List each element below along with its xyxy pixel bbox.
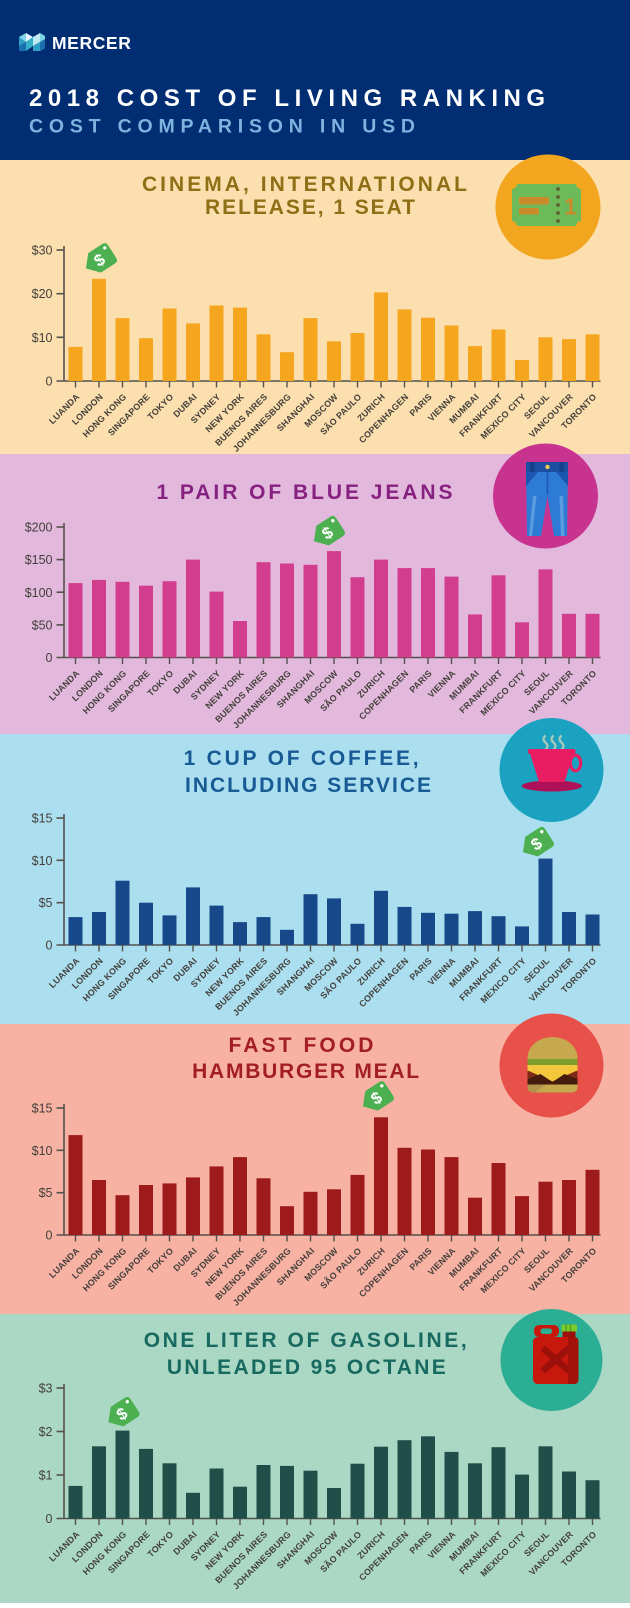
svg-text:0: 0	[46, 939, 53, 953]
svg-text:$5: $5	[39, 896, 53, 910]
svg-text:$10: $10	[32, 331, 53, 345]
svg-text:$1: $1	[39, 1469, 53, 1483]
svg-text:0: 0	[46, 1229, 53, 1243]
svg-text:1: 1	[564, 194, 577, 220]
svg-text:$3: $3	[39, 1382, 53, 1396]
svg-text:1 PAIR OF BLUE JEANS: 1 PAIR OF BLUE JEANS	[157, 481, 456, 504]
svg-text:HAMBURGER MEAL: HAMBURGER MEAL	[192, 1060, 421, 1083]
svg-text:$30: $30	[32, 244, 53, 258]
svg-text:1 CUP OF COFFEE,: 1 CUP OF COFFEE,	[184, 747, 422, 770]
svg-text:$5: $5	[39, 1186, 53, 1200]
svg-text:INCLUDING SERVICE: INCLUDING SERVICE	[185, 774, 433, 797]
svg-text:UNLEADED 95 OCTANE: UNLEADED 95 OCTANE	[167, 1356, 448, 1379]
svg-text:$15: $15	[32, 812, 53, 826]
svg-text:COST COMPARISON IN USD: COST COMPARISON IN USD	[29, 115, 421, 137]
svg-text:0: 0	[46, 375, 53, 389]
svg-text:2018 COST OF LIVING RANKING: 2018 COST OF LIVING RANKING	[29, 85, 551, 112]
svg-text:$15: $15	[32, 1102, 53, 1116]
svg-text:FAST FOOD: FAST FOOD	[228, 1034, 376, 1057]
svg-text:$10: $10	[32, 854, 53, 868]
svg-text:MERCER: MERCER	[52, 33, 131, 53]
svg-text:0: 0	[46, 651, 53, 665]
svg-text:$200: $200	[25, 521, 53, 535]
svg-text:$20: $20	[32, 287, 53, 301]
svg-text:CINEMA, INTERNATIONAL: CINEMA, INTERNATIONAL	[142, 173, 470, 196]
svg-text:RELEASE, 1 SEAT: RELEASE, 1 SEAT	[205, 196, 417, 219]
svg-text:ONE LITER OF GASOLINE,: ONE LITER OF GASOLINE,	[144, 1329, 470, 1352]
svg-text:$50: $50	[32, 618, 53, 632]
svg-text:0: 0	[46, 1512, 53, 1526]
svg-text:$10: $10	[32, 1144, 53, 1158]
svg-text:$150: $150	[25, 553, 53, 567]
svg-text:$2: $2	[39, 1425, 53, 1439]
svg-text:$100: $100	[25, 586, 53, 600]
